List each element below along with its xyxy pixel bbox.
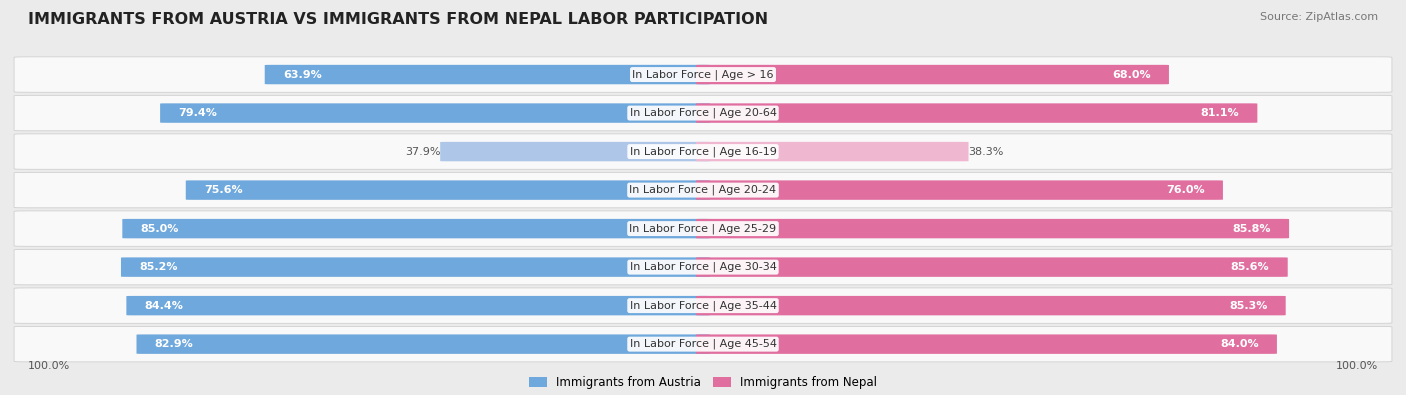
FancyBboxPatch shape xyxy=(121,258,710,277)
Text: 84.0%: 84.0% xyxy=(1220,339,1258,349)
FancyBboxPatch shape xyxy=(696,219,1289,238)
Text: In Labor Force | Age 20-24: In Labor Force | Age 20-24 xyxy=(630,185,776,196)
FancyBboxPatch shape xyxy=(14,326,1392,362)
Text: 38.3%: 38.3% xyxy=(969,147,1004,156)
FancyBboxPatch shape xyxy=(696,103,1257,123)
FancyBboxPatch shape xyxy=(127,296,710,315)
Text: 81.1%: 81.1% xyxy=(1201,108,1239,118)
FancyBboxPatch shape xyxy=(696,142,969,161)
Text: 100.0%: 100.0% xyxy=(28,361,70,371)
FancyBboxPatch shape xyxy=(696,335,1277,354)
Text: 85.8%: 85.8% xyxy=(1232,224,1271,233)
FancyBboxPatch shape xyxy=(14,288,1392,324)
Text: In Labor Force | Age 25-29: In Labor Force | Age 25-29 xyxy=(630,223,776,234)
FancyBboxPatch shape xyxy=(14,95,1392,131)
Text: 85.6%: 85.6% xyxy=(1230,262,1270,272)
Text: 84.4%: 84.4% xyxy=(145,301,184,310)
FancyBboxPatch shape xyxy=(14,249,1392,285)
Text: 82.9%: 82.9% xyxy=(155,339,194,349)
Text: In Labor Force | Age 45-54: In Labor Force | Age 45-54 xyxy=(630,339,776,350)
Text: In Labor Force | Age 30-34: In Labor Force | Age 30-34 xyxy=(630,262,776,273)
FancyBboxPatch shape xyxy=(696,258,1288,277)
Text: 85.2%: 85.2% xyxy=(139,262,177,272)
Text: In Labor Force | Age 16-19: In Labor Force | Age 16-19 xyxy=(630,146,776,157)
Text: IMMIGRANTS FROM AUSTRIA VS IMMIGRANTS FROM NEPAL LABOR PARTICIPATION: IMMIGRANTS FROM AUSTRIA VS IMMIGRANTS FR… xyxy=(28,12,768,27)
Text: In Labor Force | Age 20-64: In Labor Force | Age 20-64 xyxy=(630,108,776,118)
Text: 85.0%: 85.0% xyxy=(141,224,179,233)
FancyBboxPatch shape xyxy=(696,296,1285,315)
FancyBboxPatch shape xyxy=(14,134,1392,169)
FancyBboxPatch shape xyxy=(14,172,1392,208)
Text: 100.0%: 100.0% xyxy=(1336,361,1378,371)
FancyBboxPatch shape xyxy=(122,219,710,238)
FancyBboxPatch shape xyxy=(440,142,710,161)
FancyBboxPatch shape xyxy=(14,57,1392,92)
Text: 37.9%: 37.9% xyxy=(405,147,440,156)
FancyBboxPatch shape xyxy=(186,181,710,200)
FancyBboxPatch shape xyxy=(264,65,710,84)
Text: 75.6%: 75.6% xyxy=(204,185,243,195)
Text: 76.0%: 76.0% xyxy=(1166,185,1205,195)
Text: 63.9%: 63.9% xyxy=(283,70,322,79)
Legend: Immigrants from Austria, Immigrants from Nepal: Immigrants from Austria, Immigrants from… xyxy=(529,376,877,389)
FancyBboxPatch shape xyxy=(136,335,710,354)
Text: 85.3%: 85.3% xyxy=(1229,301,1267,310)
FancyBboxPatch shape xyxy=(696,181,1223,200)
Text: Source: ZipAtlas.com: Source: ZipAtlas.com xyxy=(1260,12,1378,22)
Text: In Labor Force | Age 35-44: In Labor Force | Age 35-44 xyxy=(630,300,776,311)
Text: 68.0%: 68.0% xyxy=(1112,70,1150,79)
Text: In Labor Force | Age > 16: In Labor Force | Age > 16 xyxy=(633,69,773,80)
Text: 79.4%: 79.4% xyxy=(179,108,218,118)
FancyBboxPatch shape xyxy=(160,103,710,123)
FancyBboxPatch shape xyxy=(14,211,1392,246)
FancyBboxPatch shape xyxy=(696,65,1168,84)
